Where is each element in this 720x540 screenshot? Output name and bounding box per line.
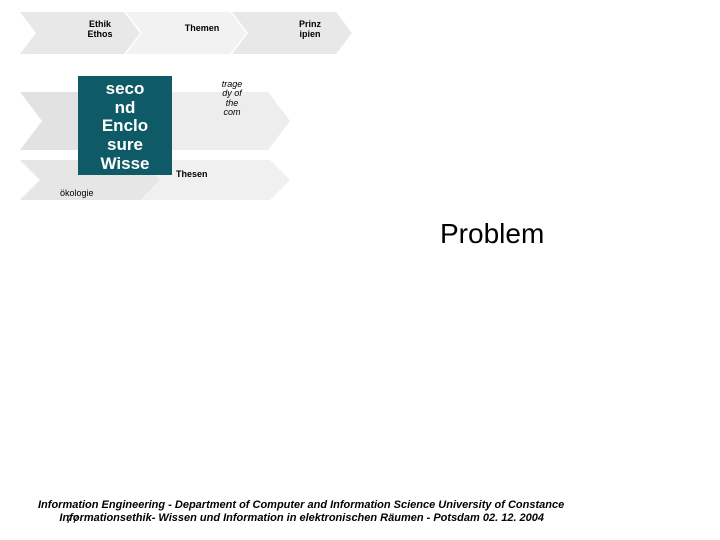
nav-item-ethik: EthikEthos bbox=[70, 20, 130, 40]
page-number: 77 bbox=[66, 514, 78, 526]
thesen-label: Thesen bbox=[176, 169, 208, 179]
tragedy-label: tragedy ofthecom bbox=[210, 80, 254, 118]
nav-item-themen: Themen bbox=[172, 24, 232, 34]
slide: EthikEthos Themen Prinzipien secondEnclo… bbox=[0, 0, 720, 540]
teal-block-second-enclosure: secondEnclosureWisse bbox=[78, 76, 172, 175]
nav-item-prinzipien: Prinzipien bbox=[280, 20, 340, 40]
row2-chevrons bbox=[14, 74, 354, 234]
heading-problem: Problem bbox=[440, 218, 544, 250]
footer: Information Engineering - Department of … bbox=[38, 499, 700, 527]
footer-line1: Information Engineering - Department of … bbox=[38, 499, 564, 511]
okologie-label: ökologie bbox=[60, 188, 94, 198]
footer-line2: Informationsethik- Wissen und Informatio… bbox=[59, 512, 544, 524]
